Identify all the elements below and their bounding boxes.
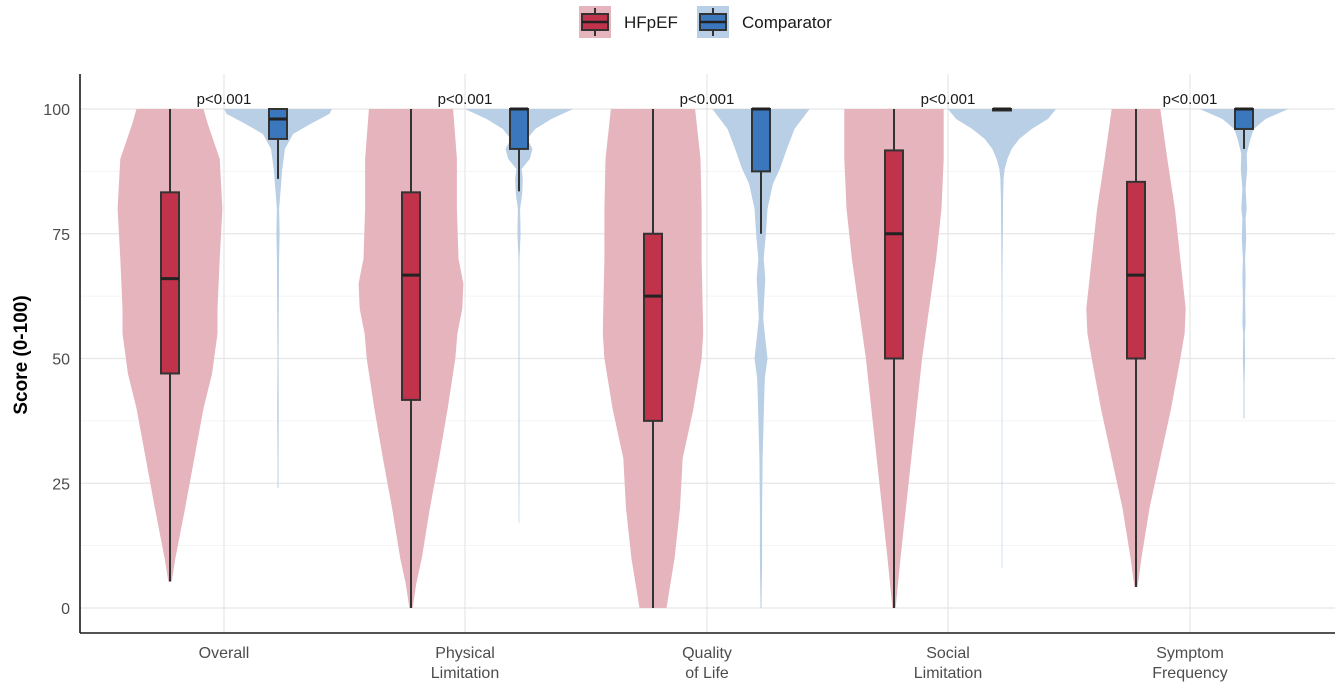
p-value-label: p<0.001 xyxy=(197,91,252,108)
boxplot-comparator xyxy=(268,108,288,179)
x-tick-label: Social xyxy=(926,645,970,662)
legend: HFpEF Comparator xyxy=(579,6,832,38)
x-tick-label: Limitation xyxy=(914,665,982,682)
p-value-label: p<0.001 xyxy=(680,91,735,108)
x-tick-label: Limitation xyxy=(431,665,499,682)
p-value-label: p<0.001 xyxy=(438,91,493,108)
p-value-label: p<0.001 xyxy=(1163,91,1218,108)
boxplot-hfpef xyxy=(1126,109,1146,588)
box-iqr xyxy=(160,191,180,375)
y-tick-label: 100 xyxy=(43,102,70,119)
x-tick-label: Quality xyxy=(682,645,732,662)
p-value-label: p<0.001 xyxy=(921,91,976,108)
violin-comparator xyxy=(224,109,332,489)
box-iqr xyxy=(884,149,904,360)
boxplot-comparator xyxy=(509,107,529,192)
box-iqr xyxy=(751,108,771,173)
boxplot-hfpef xyxy=(160,109,180,582)
box-iqr xyxy=(1126,180,1146,360)
boxplot-hfpef xyxy=(884,109,904,608)
boxplots xyxy=(160,107,1254,608)
violin-comparator xyxy=(712,109,810,608)
y-tick-label: 25 xyxy=(52,476,70,493)
box-iqr xyxy=(401,191,421,401)
box-iqr xyxy=(643,232,663,422)
x-tick-label: Symptom xyxy=(1156,645,1224,662)
legend-key-hfpef-box xyxy=(581,8,609,36)
y-tick-labels: 0 25 50 75 100 xyxy=(43,102,70,618)
x-tick-label: Physical xyxy=(435,645,495,662)
legend-label-comparator: Comparator xyxy=(742,13,832,32)
violin-comparator xyxy=(948,109,1056,569)
box-iqr xyxy=(509,108,529,150)
boxplot-hfpef xyxy=(401,109,421,608)
boxplot-comparator xyxy=(992,107,1012,112)
y-tick-label: 0 xyxy=(61,601,70,618)
violin-comparator xyxy=(465,109,573,524)
x-tick-label: of Life xyxy=(685,665,729,682)
violin-comparator xyxy=(1199,109,1289,419)
p-value-annotations: p<0.001 p<0.001 p<0.001 p<0.001 p<0.001 xyxy=(197,91,1218,108)
legend-key-comparator-box xyxy=(699,8,727,36)
y-tick-label: 75 xyxy=(52,227,70,244)
boxplot-comparator xyxy=(751,107,771,234)
box-iqr xyxy=(268,108,288,140)
x-tick-label: Frequency xyxy=(1152,665,1228,682)
box-iqr xyxy=(1234,108,1254,130)
boxplot-comparator xyxy=(1234,107,1254,149)
y-tick-label: 50 xyxy=(52,352,70,369)
y-axis-title: Score (0-100) xyxy=(11,295,32,414)
boxplot-hfpef xyxy=(643,109,663,608)
legend-label-hfpef: HFpEF xyxy=(624,13,678,32)
x-tick-label: Overall xyxy=(199,645,250,662)
x-tick-labels: Overall Physical Limitation Quality of Life S… xyxy=(199,645,1228,682)
